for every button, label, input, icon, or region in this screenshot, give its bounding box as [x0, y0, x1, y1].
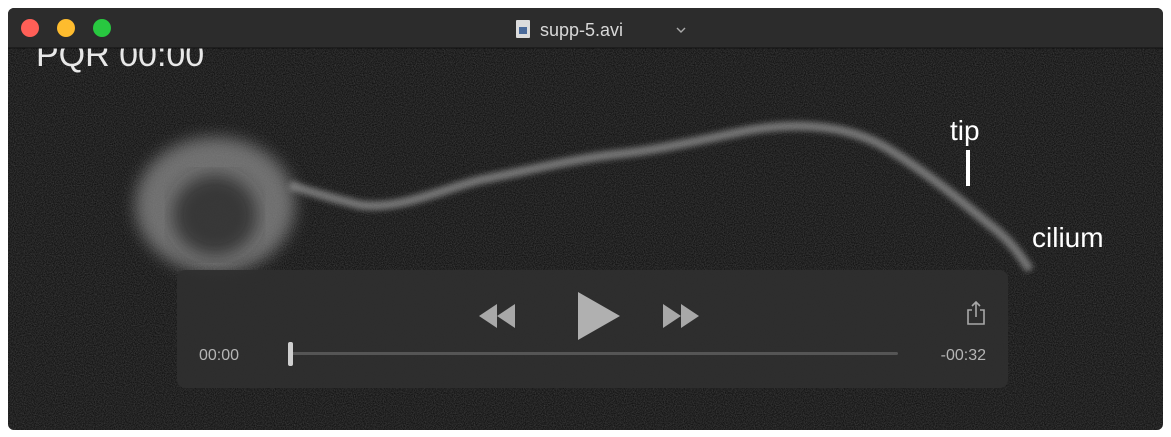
- tip-label: tip: [950, 115, 980, 146]
- window-title[interactable]: supp-5.avi: [540, 20, 623, 40]
- close-button[interactable]: [21, 19, 39, 37]
- cell-nucleus: [173, 175, 257, 255]
- cilium-label: cilium: [1032, 222, 1104, 253]
- playhead[interactable]: [288, 342, 293, 366]
- tip-marker: [966, 150, 970, 186]
- player-window: PQR 00:00 tip cilium supp-5.avi 00:00 -0…: [0, 0, 1171, 437]
- elapsed-time: 00:00: [199, 347, 239, 364]
- zoom-button[interactable]: [93, 19, 111, 37]
- file-icon-image: [519, 27, 527, 34]
- page: PQR 00:00 tip cilium supp-5.avi 00:00 -0…: [0, 0, 1171, 437]
- remaining-time: -00:32: [941, 347, 986, 364]
- progress-track[interactable]: [291, 352, 898, 355]
- minimize-button[interactable]: [57, 19, 75, 37]
